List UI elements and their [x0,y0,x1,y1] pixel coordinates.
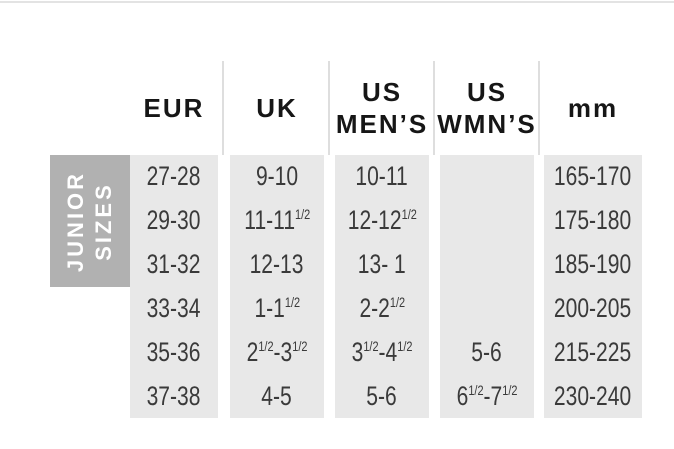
column-uk: 9-10 11-111/2 12-13 1-11/2 21/2-31/2 4-5 [230,155,324,418]
size-value: 175-180 [554,205,632,236]
size-value: 13- 1 [357,249,406,280]
size-value: 4-5 [261,380,293,411]
column-header-label: UK [256,92,298,123]
column-header-label: mm [567,92,619,123]
size-value: 200-205 [554,292,632,323]
size-cell-mm-r4: 200-205 [544,286,642,330]
column-header-uk: UK [230,61,324,155]
size-value: 31-32 [147,249,201,280]
size-cell-us-wmns-r6: 61/2-71/2 [440,374,534,418]
column-header-label: EUR [143,92,205,123]
header-column-divider [538,61,540,155]
size-cell-us-wmns-r2 [440,199,534,243]
header-column-divider [222,61,224,155]
size-cell-eur-r6: 37-38 [130,374,218,418]
header-column-divider [433,61,435,155]
junior-sizes-label: JUNIOR SIZES [50,155,130,287]
column-header-label: US [361,76,403,107]
junior-sizes-label-text: JUNIOR SIZES [63,170,118,271]
size-cell-uk-r5: 21/2-31/2 [230,330,324,374]
size-value: 27-28 [147,161,201,192]
size-cell-us-mens-r3: 13- 1 [335,243,429,287]
size-cell-mm-r5: 215-225 [544,330,642,374]
column-header-label: MEN’S [335,109,429,139]
size-value: 31/2-41/2 [351,336,413,367]
size-cell-mm-r3: 185-190 [544,243,642,287]
size-cell-uk-r4: 1-11/2 [230,286,324,330]
size-value: 33-34 [147,292,201,323]
size-value: 10-11 [355,161,409,192]
size-cell-eur-r4: 33-34 [130,286,218,330]
junior-sizes-label-line: JUNIOR [63,170,89,272]
size-value: 29-30 [147,205,201,236]
size-value: 11-111/2 [244,205,310,236]
size-cell-us-mens-r4: 2-21/2 [335,286,429,330]
size-cell-uk-r2: 11-111/2 [230,199,324,243]
column-header-us-mens: US MEN’S [335,61,429,155]
size-value: 5-6 [366,380,398,411]
size-value: 185-190 [554,249,632,280]
size-value: 21/2-31/2 [246,336,308,367]
column-header-label: WMN’S [437,109,537,139]
column-header-mm: mm [544,61,642,155]
column-header-us-wmns: US WMN’S [437,61,537,155]
size-value: 9-10 [255,161,299,192]
size-cell-eur-r3: 31-32 [130,243,218,287]
size-value: 165-170 [554,161,632,192]
size-cell-us-wmns-r5: 5-6 [440,330,534,374]
size-value: 1-11/2 [254,292,300,323]
size-cell-uk-r3: 12-13 [230,243,324,287]
size-cell-eur-r5: 35-36 [130,330,218,374]
column-mm: 165-170 175-180 185-190 200-205 215-225 230-2… [544,155,642,418]
size-cell-eur-r2: 29-30 [130,199,218,243]
header-column-divider [328,61,330,155]
column-header-eur: EUR [130,61,218,155]
size-value: 230-240 [554,380,632,411]
size-cell-uk-r1: 9-10 [230,155,324,199]
size-cell-us-wmns-r1 [440,155,534,199]
size-cell-uk-r6: 4-5 [230,374,324,418]
size-value: 5-6 [471,336,503,367]
size-cell-mm-r1: 165-170 [544,155,642,199]
size-value: 12-13 [250,249,304,280]
size-cell-us-mens-r6: 5-6 [335,374,429,418]
size-value: 2-21/2 [359,292,405,323]
size-value: 61/2-71/2 [456,380,518,411]
size-value: 12-121/2 [347,205,417,236]
column-us-mens: 10-11 12-121/2 13- 1 2-21/2 31/2-41/2 5-6 [335,155,429,418]
top-divider [0,1,674,3]
size-value: 215-225 [554,336,632,367]
size-cell-mm-r2: 175-180 [544,199,642,243]
size-cell-us-mens-r5: 31/2-41/2 [335,330,429,374]
column-eur: 27-28 29-30 31-32 33-34 35-36 37-38 [130,155,218,418]
column-header-label: US [466,76,508,107]
size-cell-eur-r1: 27-28 [130,155,218,199]
size-value: 35-36 [147,336,201,367]
junior-sizes-label-line: SIZES [91,181,116,261]
size-cell-us-mens-r2: 12-121/2 [335,199,429,243]
size-cell-us-wmns-r3 [440,243,534,287]
size-value: 37-38 [147,380,201,411]
size-cell-us-wmns-r4 [440,286,534,330]
size-cell-us-mens-r1: 10-11 [335,155,429,199]
size-cell-mm-r6: 230-240 [544,374,642,418]
column-us-wmns: 5-6 61/2-71/2 [440,155,534,418]
